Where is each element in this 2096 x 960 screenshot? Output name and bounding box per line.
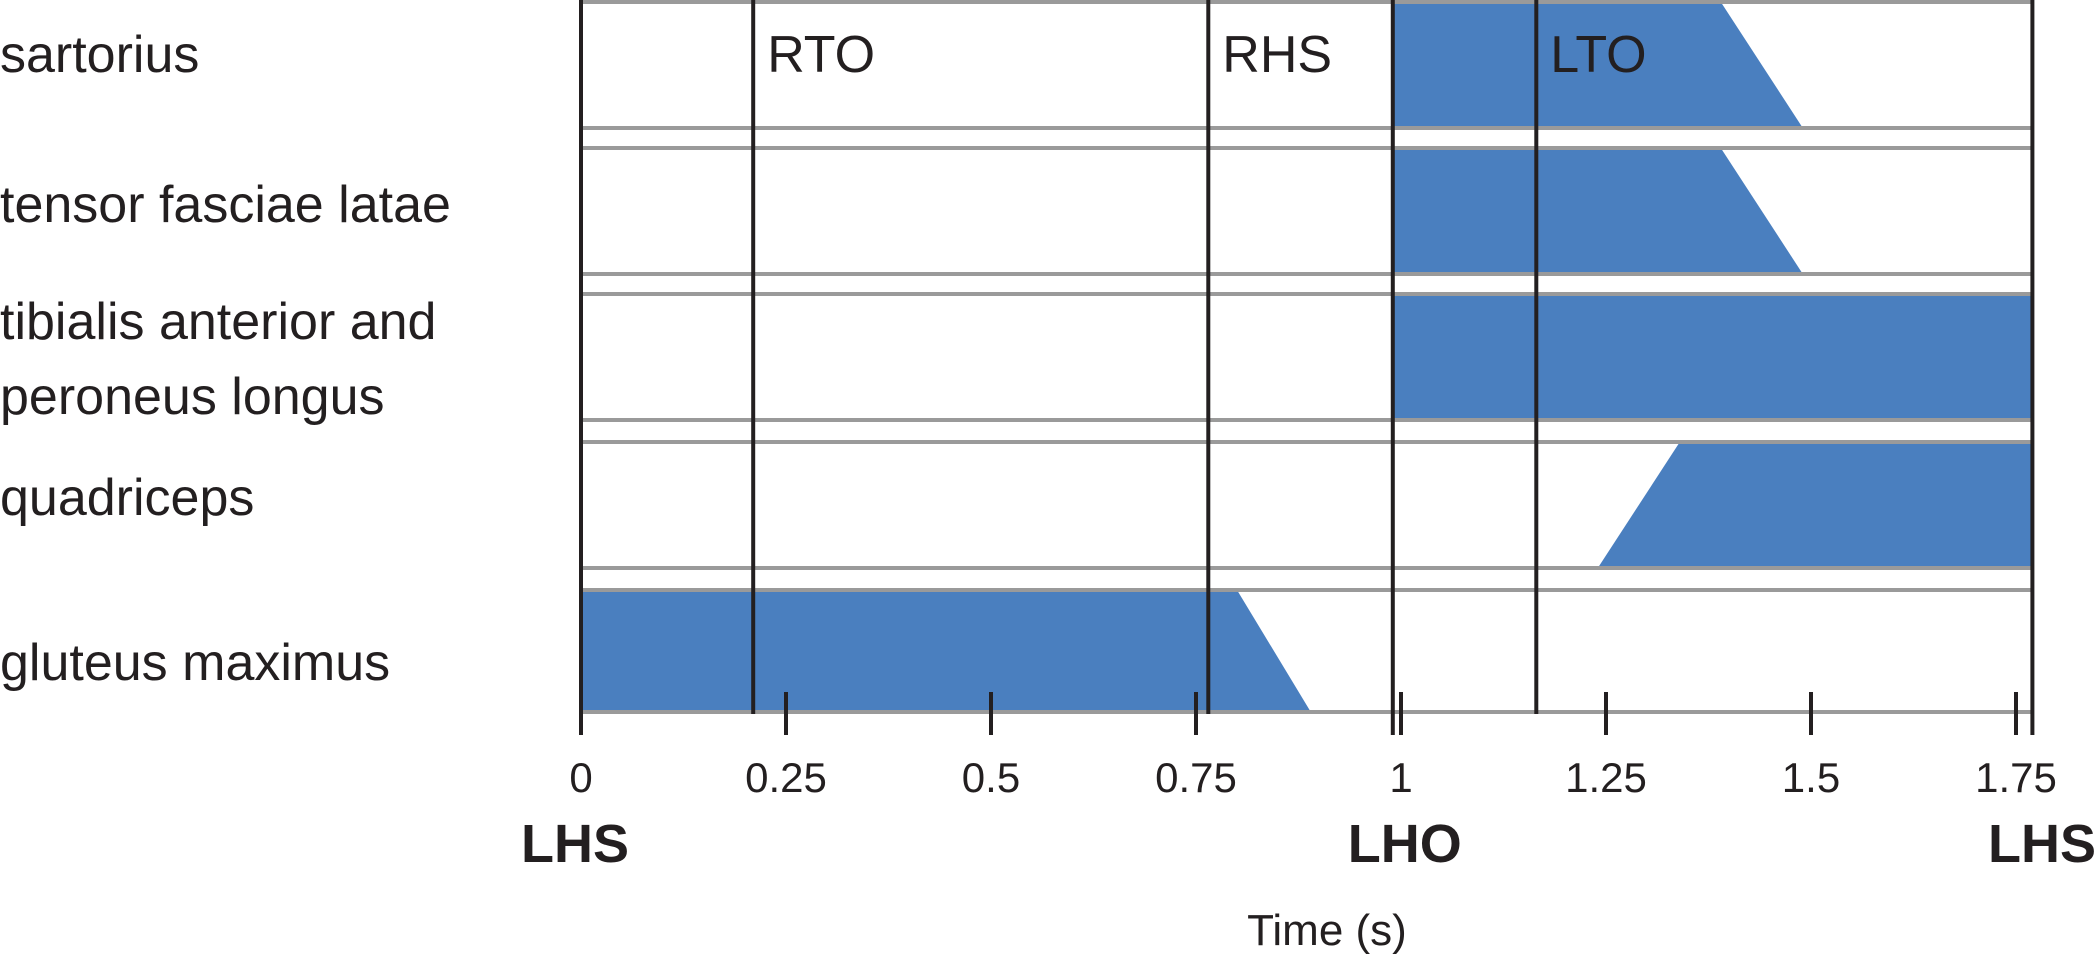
event-label-top: RHS <box>1222 26 1332 84</box>
activation-bars <box>581 2 2033 712</box>
event-label-bottom: LHO <box>1348 814 1462 874</box>
event-label-top: RTO <box>767 26 875 84</box>
x-tick-label: 1.25 <box>1565 754 1647 801</box>
x-tick-label: 0.5 <box>962 754 1020 801</box>
x-axis-title: Time (s) <box>1247 906 1407 955</box>
muscle-label: sartorius <box>0 26 199 84</box>
x-tick-label: 0.25 <box>745 754 827 801</box>
muscle-label: tensor fasciae latae <box>0 176 451 234</box>
x-tick-label: 0.75 <box>1155 754 1237 801</box>
event-label-bottom: LHS <box>1988 814 2096 874</box>
activation-bar-2-0 <box>1392 294 2033 420</box>
muscle-labels: sartorius tensor fasciae latae tibialis an… <box>0 26 451 692</box>
event-label-top: LTO <box>1550 26 1646 84</box>
activation-bar-0-0 <box>1392 2 1803 128</box>
row-bands <box>581 0 2033 714</box>
muscle-label: gluteus maximus <box>0 634 390 692</box>
muscle-label: tibialis anterior and <box>0 293 436 351</box>
muscle-label: quadriceps <box>0 469 254 527</box>
activation-bar-4-0 <box>581 590 1311 712</box>
activation-bar-1-0 <box>1392 148 1803 274</box>
x-tick-label: 1.75 <box>1975 754 2057 801</box>
x-tick-label: 1 <box>1389 754 1412 801</box>
x-tick-label: 1.5 <box>1782 754 1840 801</box>
event-lines: LHS LHO LHS RTO RHS LTO <box>521 0 2096 874</box>
event-label-bottom: LHS <box>521 814 629 874</box>
muscle-label: peroneus longus <box>0 368 385 426</box>
x-axis: 0 0.25 0.5 0.75 1 1.25 1.5 1.75 <box>569 692 2057 801</box>
x-tick-label: 0 <box>569 754 592 801</box>
activation-bar-3-1 <box>1597 442 2033 568</box>
